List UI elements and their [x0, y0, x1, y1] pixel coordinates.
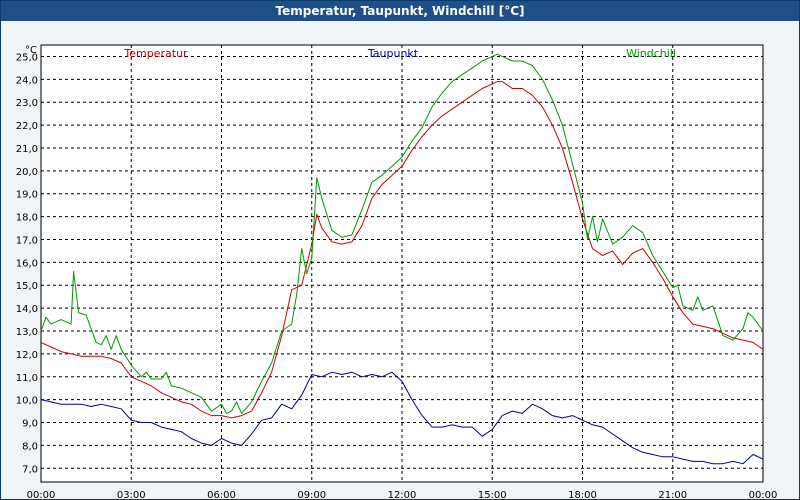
y-axis-unit: °C [25, 45, 37, 56]
series [40, 53, 764, 465]
y-tick-label: 16,0 [16, 258, 38, 269]
chart-title: Temperatur, Taupunkt, Windchill [°C] [1, 1, 799, 21]
y-tick-label: 11,0 [16, 373, 38, 384]
y-tick-label: 9,0 [22, 419, 38, 430]
y-axis: 7,0 8,0 9,0 10,0 11,0 12,0 13,0 14,0 15,0 16,0 17,… [16, 52, 38, 475]
y-tick-label: 7,0 [22, 464, 38, 475]
series-line-windchill [40, 53, 764, 414]
y-tick-label: 8,0 [22, 441, 38, 452]
y-tick-label: 25,0 [16, 52, 38, 63]
y-tick-label: 15,0 [16, 281, 38, 292]
y-tick-label: 21,0 [16, 144, 38, 155]
y-tick-label: 22,0 [16, 121, 38, 132]
y-tick-label: 14,0 [16, 304, 38, 315]
legend: Temperatur Taupunkt Windchill [123, 47, 676, 60]
y-tick-label: 10,0 [16, 396, 38, 407]
x-tick-time: 15:00 [478, 490, 507, 499]
x-tick-time: 09:00 [297, 490, 326, 499]
y-tick-label: 24,0 [16, 75, 38, 86]
grid [41, 45, 763, 482]
legend-item-temperatur: Temperatur [123, 47, 188, 60]
y-tick-label: 19,0 [16, 190, 38, 201]
x-tick-time: 00:00 [27, 490, 56, 499]
legend-item-windchill: Windchill [626, 47, 676, 60]
y-tick-label: 17,0 [16, 235, 38, 246]
x-tick-time: 03:00 [117, 490, 146, 499]
series-line-temperatur [40, 81, 764, 419]
temperature-chart: 7,0 8,0 9,0 10,0 11,0 12,0 13,0 14,0 15,0 16,0 17,… [16, 44, 778, 499]
x-axis: 00:0011.10.1803:0011.10.1806:0011.10.180… [27, 490, 778, 499]
y-tick-label: 23,0 [16, 98, 38, 109]
x-tick-time: 00:00 [749, 490, 778, 499]
x-tick-time: 06:00 [207, 490, 236, 499]
y-tick-label: 18,0 [16, 213, 38, 224]
y-tick-label: 12,0 [16, 350, 38, 361]
legend-item-taupunkt: Taupunkt [367, 47, 419, 60]
x-tick-time: 12:00 [388, 490, 417, 499]
y-tick-label: 20,0 [16, 167, 38, 178]
y-tick-label: 13,0 [16, 327, 38, 338]
x-tick-time: 21:00 [658, 490, 687, 499]
x-tick-time: 18:00 [568, 490, 597, 499]
series-line-taupunkt [40, 371, 764, 465]
